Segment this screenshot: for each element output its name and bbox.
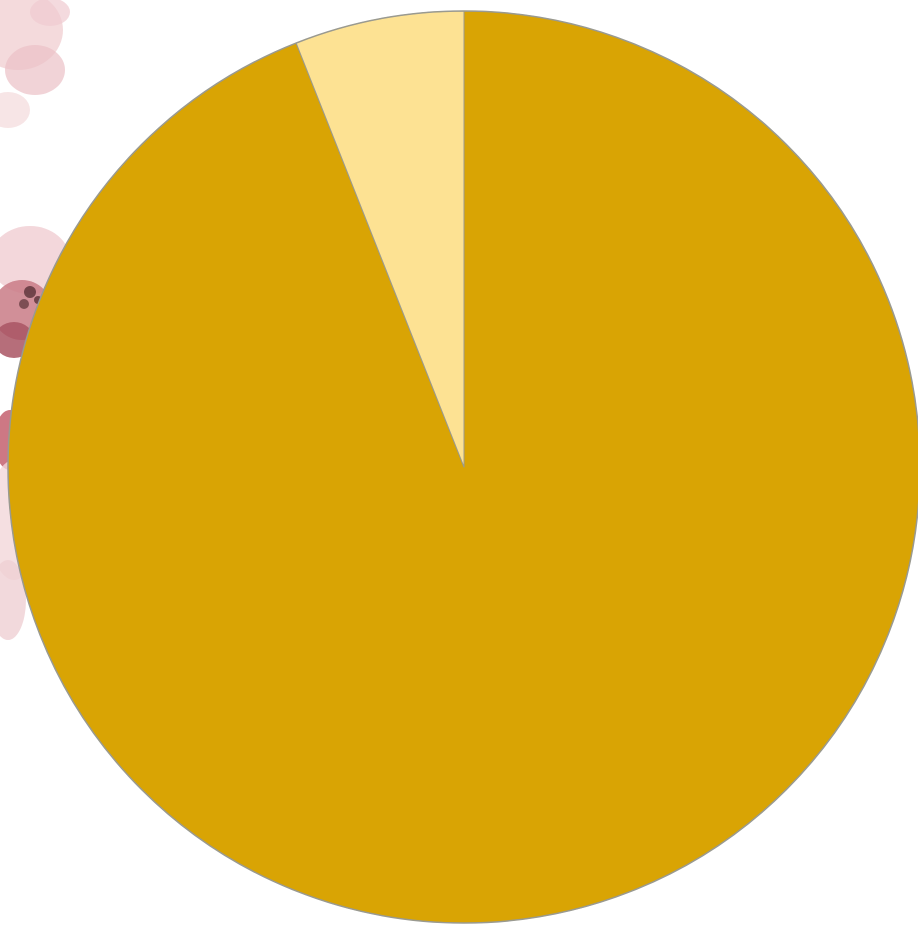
pie-slices [7, 10, 918, 924]
pie-outline [7, 10, 918, 924]
floral-top-left [0, 0, 70, 128]
